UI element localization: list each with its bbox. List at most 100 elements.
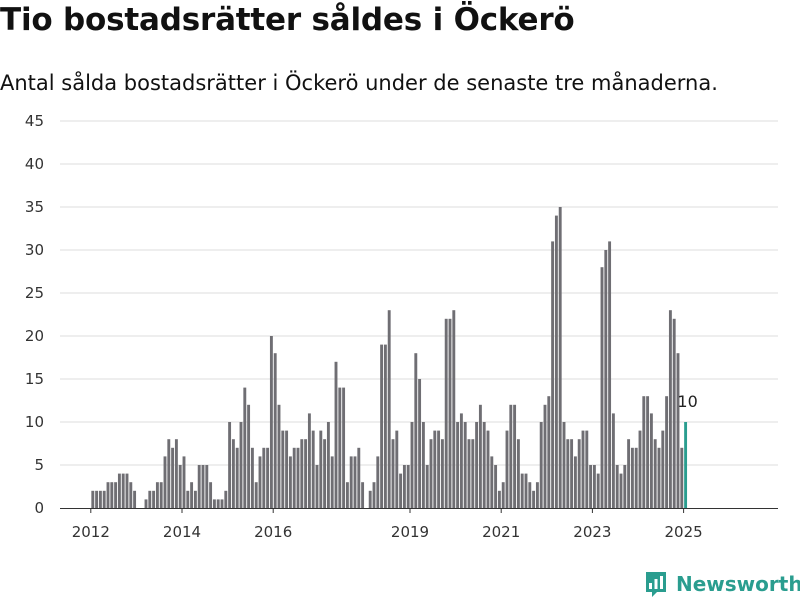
y-tick-label: 15 [25, 370, 44, 388]
bar [429, 439, 433, 508]
bar [566, 439, 570, 508]
y-axis-tick-labels: 0 5 10 15 20 25 30 35 40 45 [25, 112, 44, 517]
bar [513, 404, 517, 508]
bar [98, 490, 102, 508]
bar [387, 310, 391, 508]
bar [665, 396, 669, 508]
bar [235, 447, 239, 508]
bar [589, 465, 593, 508]
bar [516, 439, 520, 508]
bar [490, 456, 494, 508]
bar [269, 336, 273, 508]
bar [231, 439, 235, 508]
bar [463, 422, 467, 508]
bar [152, 490, 156, 508]
bar [91, 490, 95, 508]
bar-highlighted [684, 422, 688, 508]
newsworthy-logo[interactable]: Newsworthy [644, 568, 800, 600]
y-tick-label: 20 [25, 327, 44, 345]
bar [421, 422, 425, 508]
bar [600, 267, 604, 508]
bar [342, 387, 346, 508]
chart-subtitle: Antal sålda bostadsrätter i Öckerö under… [0, 71, 718, 95]
bar [174, 439, 178, 508]
latest-value-label: 10 [677, 392, 697, 411]
bar [338, 387, 342, 508]
bar [304, 439, 308, 508]
bar [129, 482, 133, 508]
bar [524, 473, 528, 508]
y-tick-label: 25 [25, 284, 44, 302]
bar [539, 422, 543, 508]
bar [543, 404, 547, 508]
bar [440, 439, 444, 508]
y-tick-label: 0 [34, 499, 44, 517]
bar [228, 422, 232, 508]
bar [125, 473, 129, 508]
bar [657, 447, 661, 508]
x-tick-label: 2012 [72, 523, 110, 541]
bar [581, 430, 585, 508]
bar [319, 430, 323, 508]
bar [167, 439, 171, 508]
bar [178, 465, 182, 508]
bar [505, 430, 509, 508]
bar [410, 422, 414, 508]
bar [494, 465, 498, 508]
bar [163, 456, 167, 508]
bar [380, 344, 384, 508]
bar [281, 430, 285, 508]
bar [353, 456, 357, 508]
bar [117, 473, 121, 508]
bar [520, 473, 524, 508]
bar [577, 439, 581, 508]
bar [288, 456, 292, 508]
bar [190, 482, 194, 508]
bar [642, 396, 646, 508]
bar [661, 430, 665, 508]
y-tick-label: 30 [25, 241, 44, 259]
y-tick-label: 40 [25, 155, 44, 173]
x-tick-label: 2023 [573, 523, 611, 541]
bar [653, 439, 657, 508]
bar [323, 439, 327, 508]
bar [311, 430, 315, 508]
bar [475, 422, 479, 508]
bar [212, 499, 216, 508]
bar [562, 422, 566, 508]
bar [456, 422, 460, 508]
bar [478, 404, 482, 508]
bar [638, 430, 642, 508]
bar [383, 344, 387, 508]
bar [159, 482, 163, 508]
bar [220, 499, 224, 508]
x-tick-label: 2019 [391, 523, 429, 541]
bar [630, 447, 634, 508]
bar [471, 439, 475, 508]
bar [133, 490, 137, 508]
bar [345, 482, 349, 508]
bar [296, 447, 300, 508]
bar [619, 473, 623, 508]
bar [205, 465, 209, 508]
y-tick-label: 45 [25, 112, 44, 130]
bar [509, 404, 513, 508]
bar [216, 499, 220, 508]
bar [300, 439, 304, 508]
bar [467, 439, 471, 508]
bar [425, 465, 429, 508]
bar [611, 413, 615, 508]
bar [209, 482, 213, 508]
bar [106, 482, 110, 508]
bar [95, 490, 99, 508]
bar [334, 361, 338, 508]
y-tick-label: 5 [34, 456, 44, 474]
x-tick-label: 2025 [665, 523, 703, 541]
bar [672, 318, 676, 508]
bar [676, 353, 680, 508]
bar [330, 456, 334, 508]
bar [497, 490, 501, 508]
bar [448, 318, 452, 508]
x-tick-label: 2016 [254, 523, 292, 541]
